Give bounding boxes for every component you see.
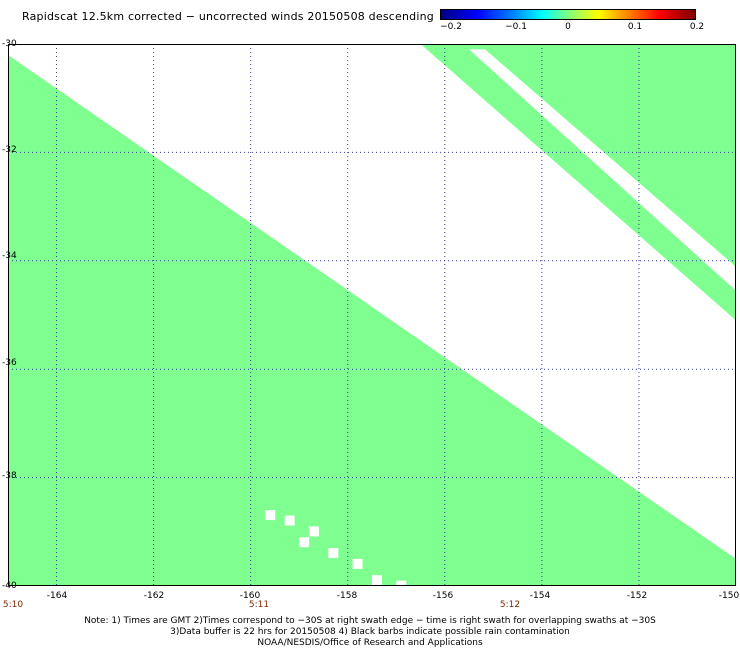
- colorbar-tick: 0: [565, 22, 571, 32]
- lon-label: -158: [336, 591, 358, 601]
- swath-upper-right: [420, 44, 736, 321]
- swath-gap: [469, 49, 736, 291]
- lon-label: -150: [718, 591, 740, 601]
- map-frame: [8, 44, 736, 586]
- footnote-line: Note: 1) Times are GMT 2)Times correspon…: [84, 616, 656, 626]
- wind-difference-map: [8, 44, 736, 586]
- colorbar-tick: 0.2: [689, 22, 705, 32]
- data-gap-cell: [284, 515, 295, 526]
- data-gap-cell: [372, 575, 382, 586]
- time-label: 5:11: [248, 600, 270, 610]
- data-gap-cell: [308, 526, 319, 537]
- footnote-line: NOAA/NESDIS/Office of Research and Appli…: [257, 638, 483, 648]
- lat-label: -30: [2, 39, 17, 49]
- footnote: Note: 1) Times are GMT 2)Times correspon…: [0, 616, 740, 649]
- colorbar-tick: −0.2: [440, 22, 462, 32]
- footnote-line: 3)Data buffer is 22 hrs for 20150508 4) …: [170, 627, 570, 637]
- lat-label: -36: [2, 358, 17, 368]
- time-label: 5:10: [2, 600, 24, 610]
- colorbar-tick: 0.1: [627, 22, 643, 32]
- lat-label: -40: [2, 581, 17, 591]
- colorbar: [440, 9, 696, 20]
- colorbar-tick: −0.1: [505, 22, 527, 32]
- time-label: 5:12: [499, 600, 521, 610]
- lon-label: -152: [626, 591, 648, 601]
- lon-label: -162: [143, 591, 165, 601]
- map-title: Rapidscat 12.5km corrected − uncorrected…: [22, 10, 434, 23]
- lat-label: -34: [2, 251, 17, 261]
- data-gap-cell: [328, 548, 339, 559]
- data-gap-cell: [396, 580, 407, 586]
- data-gap-cell: [265, 510, 276, 521]
- lon-label: -160: [239, 591, 261, 601]
- lon-label: -154: [529, 591, 551, 601]
- data-gap-cell: [352, 558, 363, 569]
- swath-lower-left: [8, 54, 736, 586]
- lon-label: -156: [432, 591, 454, 601]
- lon-label: -164: [46, 591, 68, 601]
- lat-label: -38: [2, 471, 17, 481]
- map-plot-area: [8, 44, 736, 586]
- data-gap-cell: [299, 537, 310, 548]
- lat-label: -32: [2, 145, 17, 155]
